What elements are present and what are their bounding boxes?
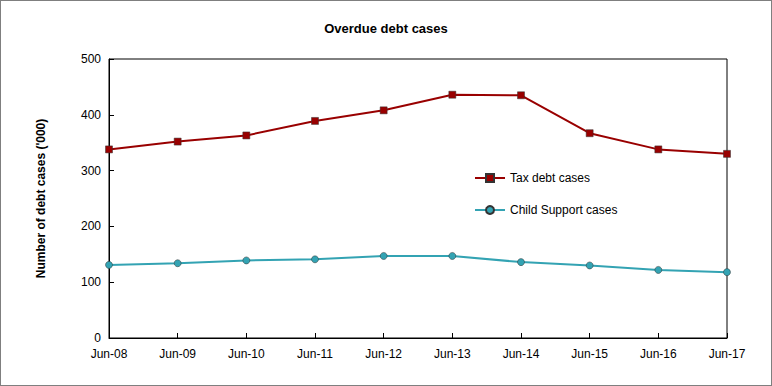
svg-text:Jun-15: Jun-15 [571, 347, 608, 361]
svg-text:Overdue debt cases: Overdue debt cases [324, 21, 448, 36]
svg-text:0: 0 [94, 331, 101, 345]
svg-text:Child Support cases: Child Support cases [510, 203, 617, 217]
svg-text:Jun-14: Jun-14 [503, 347, 540, 361]
svg-text:100: 100 [81, 275, 101, 289]
svg-text:Jun-10: Jun-10 [228, 347, 265, 361]
svg-text:Jun-12: Jun-12 [365, 347, 402, 361]
svg-text:Number of debt cases ('000): Number of debt cases ('000) [34, 119, 48, 279]
svg-text:Jun-16: Jun-16 [640, 347, 677, 361]
svg-text:Jun-09: Jun-09 [159, 347, 196, 361]
svg-text:200: 200 [81, 219, 101, 233]
svg-text:Jun-08: Jun-08 [91, 347, 128, 361]
svg-text:Jun-11: Jun-11 [297, 347, 333, 361]
svg-text:Jun-17: Jun-17 [709, 347, 746, 361]
svg-text:300: 300 [81, 164, 101, 178]
svg-text:500: 500 [81, 52, 101, 66]
svg-text:Jun-13: Jun-13 [434, 347, 471, 361]
svg-text:Tax debt cases: Tax debt cases [510, 171, 590, 185]
svg-text:400: 400 [81, 108, 101, 122]
